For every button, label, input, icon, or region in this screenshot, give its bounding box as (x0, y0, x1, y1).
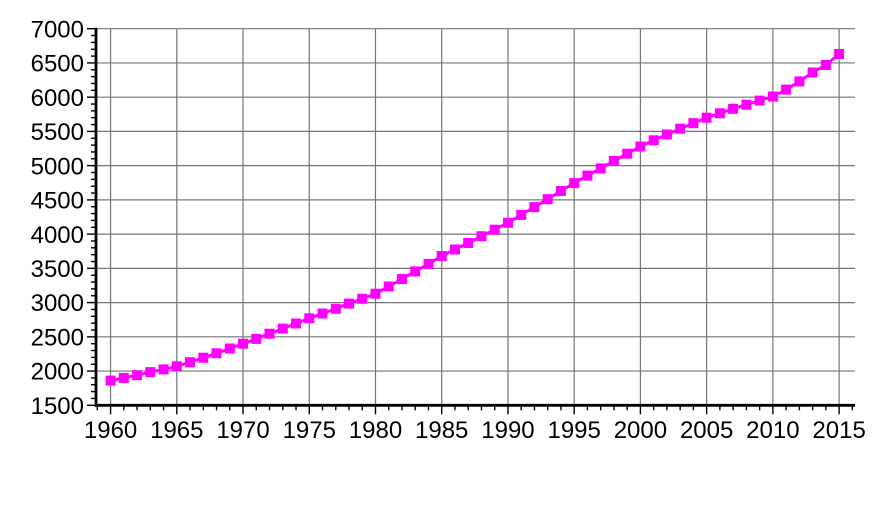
data-point (754, 95, 765, 106)
data-point (648, 135, 659, 146)
data-point (211, 348, 222, 359)
x-tick-label: 1975 (283, 417, 336, 444)
data-point (423, 258, 434, 269)
x-tick-label: 1995 (547, 417, 600, 444)
data-point (304, 313, 315, 324)
y-tick-label: 6500 (31, 51, 84, 78)
y-tick-label: 5500 (31, 119, 84, 146)
x-tick-label: 1960 (84, 417, 137, 444)
data-point (463, 238, 474, 248)
x-tick-label: 1985 (415, 417, 468, 444)
data-point (330, 303, 341, 314)
data-line (110, 52, 841, 383)
data-point (781, 84, 792, 95)
y-tick-label: 4500 (31, 188, 84, 215)
data-point (622, 148, 633, 159)
data-point (118, 372, 129, 383)
data-point (807, 67, 818, 78)
data-point (185, 357, 195, 368)
data-point (820, 60, 831, 70)
data-point (635, 141, 646, 152)
data-point (569, 178, 580, 189)
data-point (132, 370, 143, 381)
x-tick-label: 1980 (349, 417, 402, 444)
data-point (238, 338, 248, 349)
data-point (383, 281, 394, 292)
y-tick-label: 7000 (31, 16, 84, 43)
data-point (436, 251, 447, 261)
data-point (251, 333, 262, 344)
data-point (224, 343, 235, 354)
data-point (198, 352, 209, 363)
data-point (370, 288, 381, 299)
y-tick-label: 1500 (31, 393, 84, 420)
data-point (794, 76, 805, 87)
y-tick-label: 4000 (31, 222, 84, 249)
data-point (291, 318, 301, 329)
data-point (516, 209, 527, 220)
data-point (767, 91, 778, 102)
y-tick-label: 5000 (31, 153, 84, 180)
data-point (344, 298, 354, 309)
data-point (105, 375, 116, 386)
x-tick-label: 2010 (746, 417, 799, 444)
data-series (105, 49, 845, 386)
tick-labels: 1500 2000 2500 3000 3500 4000 4500 5000 5500 6000… (31, 16, 866, 444)
gridlines (96, 28, 855, 406)
x-tick-label: 2000 (614, 417, 667, 444)
x-tick-label: 1965 (150, 417, 203, 444)
y-tick-label: 2000 (31, 359, 84, 386)
data-point (688, 118, 699, 129)
data-point (701, 112, 712, 123)
data-point (357, 293, 368, 304)
data-point (608, 155, 619, 166)
data-point (277, 323, 288, 334)
axes (87, 27, 855, 415)
data-point (397, 274, 407, 284)
data-point (595, 163, 606, 174)
data-point (741, 99, 752, 110)
x-tick-label: 1970 (216, 417, 269, 444)
x-tick-label: 2005 (680, 417, 733, 444)
data-point (542, 194, 553, 205)
y-tick-label: 2500 (31, 324, 84, 351)
data-point (489, 224, 500, 235)
x-tick-label: 2015 (812, 417, 865, 444)
data-point (317, 308, 328, 319)
data-point (410, 266, 421, 277)
x-tick-label: 1990 (481, 417, 534, 444)
data-point (476, 231, 487, 242)
data-point (529, 202, 540, 213)
y-tick-label: 6000 (31, 85, 84, 112)
y-tick-label: 3500 (31, 256, 84, 283)
data-point (714, 108, 725, 119)
data-point (145, 367, 156, 378)
data-point (555, 186, 566, 196)
data-point (834, 49, 845, 59)
data-point (450, 244, 460, 255)
data-point (728, 103, 739, 114)
y-tick-label: 3000 (31, 290, 84, 317)
data-point (264, 328, 275, 339)
data-point (675, 123, 686, 134)
data-point (503, 217, 513, 228)
data-point (171, 361, 182, 372)
data-point (582, 170, 593, 181)
data-point (158, 364, 169, 375)
data-point (661, 129, 672, 140)
